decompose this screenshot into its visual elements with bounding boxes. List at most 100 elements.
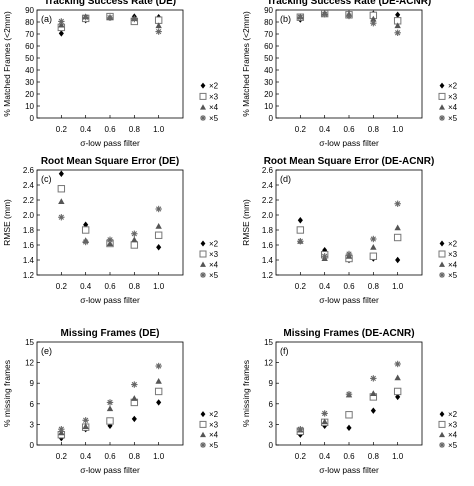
panel-d: Root Mean Square Error (DE-ACNR) (d) 1.2 1.… — [241, 156, 458, 305]
panel-label: (f) — [280, 346, 289, 356]
asterisk-stroke — [370, 236, 376, 242]
asterisk-stroke — [156, 206, 162, 212]
legend-marker-triangle — [439, 431, 445, 438]
data-point-asterisk — [58, 18, 65, 25]
series-asterisk — [297, 11, 401, 36]
asterisk-stroke — [439, 442, 445, 448]
legend-label: ×5 — [209, 114, 219, 123]
x-tick-label: 0.8 — [368, 125, 380, 134]
y-tick-label: 20 — [264, 90, 273, 99]
data-point-asterisk — [82, 417, 89, 424]
data-point-triangle — [155, 377, 162, 384]
data-point-asterisk — [58, 214, 65, 221]
legend-marker-asterisk — [439, 442, 445, 448]
data-point-diamond — [370, 407, 376, 414]
legend-label: ×2 — [209, 240, 219, 249]
data-point-asterisk — [394, 360, 401, 368]
y-tick-label: 1.8 — [262, 226, 274, 235]
legend-label: ×3 — [209, 92, 219, 101]
data-point-diamond — [395, 393, 401, 401]
y-tick-label: 1.2 — [23, 271, 35, 280]
y-tick-label: 9 — [30, 379, 35, 388]
data-point-square — [393, 387, 402, 396]
asterisk-stroke — [439, 115, 445, 121]
legend-marker-square — [199, 92, 207, 100]
legend-label: ×2 — [209, 410, 219, 419]
y-tick-label: 80 — [264, 18, 273, 27]
asterisk-stroke — [346, 391, 352, 397]
x-tick-label: 0.8 — [129, 282, 141, 291]
y-tick-label: 2.6 — [262, 166, 274, 175]
x-tick-label: 1.0 — [153, 125, 165, 134]
series-asterisk — [297, 360, 401, 433]
legend-label: ×4 — [209, 261, 219, 270]
legend-marker-asterisk — [200, 115, 206, 121]
asterisk-stroke — [107, 15, 113, 21]
data-point-asterisk — [297, 238, 304, 245]
series-asterisk — [58, 362, 162, 433]
y-tick-label: 2.0 — [262, 211, 274, 220]
data-point-asterisk — [58, 426, 65, 433]
y-tick-label: 15 — [25, 338, 34, 347]
panel-title: Missing Frames (DE-ACNR) — [283, 328, 414, 339]
asterisk-stroke — [439, 272, 445, 278]
legend: ×2×3 ×4×5 — [438, 240, 458, 280]
x-tick-label: 0.4 — [80, 282, 92, 291]
data-point-square — [57, 185, 66, 193]
x-axis-label: σ-low pass filter — [80, 295, 140, 305]
data-point-asterisk — [297, 14, 304, 21]
data-point-asterisk — [131, 230, 138, 237]
x-tick-label: 0.2 — [295, 452, 307, 461]
x-tick-label: 0.2 — [56, 452, 68, 461]
y-tick-label: 1.4 — [262, 256, 274, 265]
data-point-square — [296, 226, 305, 234]
legend-label: ×5 — [209, 271, 219, 280]
asterisk-stroke — [346, 13, 352, 19]
x-tick-label: 0.2 — [56, 282, 68, 291]
y-tick-label: 1.8 — [23, 226, 35, 235]
x-axis-label: σ-low pass filter — [319, 138, 379, 148]
x-tick-label: 0.8 — [129, 452, 141, 461]
legend-label: ×4 — [448, 103, 458, 112]
data-point-square — [393, 233, 402, 242]
x-tick-label: 0.2 — [295, 282, 307, 291]
asterisk-stroke — [107, 237, 113, 243]
asterisk-stroke — [131, 16, 137, 22]
asterisk-stroke — [322, 253, 328, 259]
legend-label: ×4 — [209, 103, 219, 112]
data-point-asterisk — [394, 29, 401, 36]
legend-marker-triangle — [439, 261, 445, 267]
y-tick-label: 12 — [264, 359, 273, 368]
data-point-asterisk — [131, 15, 138, 23]
asterisk-stroke — [395, 201, 401, 207]
asterisk-stroke — [395, 361, 401, 367]
x-tick-label: 0.8 — [368, 452, 380, 461]
y-tick-label: 1.2 — [262, 271, 274, 280]
y-tick-label: 70 — [25, 30, 34, 39]
legend: ×2×3 ×4×5 — [199, 240, 219, 280]
asterisk-stroke — [131, 231, 137, 237]
asterisk-stroke — [322, 410, 328, 417]
x-tick-label: 0.6 — [104, 452, 116, 461]
data-point-asterisk — [345, 250, 353, 258]
data-point-square — [154, 387, 163, 396]
data-point-square — [81, 226, 90, 234]
data-point-triangle — [131, 395, 138, 401]
y-tick-label: 60 — [264, 42, 273, 51]
y-tick-label: 40 — [264, 66, 273, 75]
asterisk-stroke — [346, 251, 352, 257]
data-point-triangle — [131, 236, 138, 243]
legend-marker-diamond — [439, 240, 445, 247]
asterisk-stroke — [395, 30, 401, 36]
legend-marker-triangle — [439, 104, 445, 110]
asterisk-stroke — [370, 375, 376, 382]
x-tick-label: 1.0 — [392, 282, 404, 291]
x-tick-label: 0.6 — [343, 282, 355, 291]
asterisk-stroke — [322, 11, 328, 17]
legend-label: ×5 — [448, 441, 458, 450]
legend-marker-diamond — [439, 411, 445, 418]
data-point-diamond — [58, 170, 64, 177]
y-tick-label: 2.0 — [23, 211, 35, 220]
data-point-diamond — [156, 244, 162, 251]
asterisk-stroke — [370, 20, 376, 26]
